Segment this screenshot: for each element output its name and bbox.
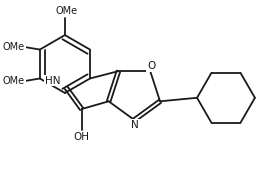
Text: N: N [131,120,139,130]
Text: OH: OH [74,132,90,142]
Text: O: O [147,61,155,71]
Text: OMe: OMe [56,6,78,16]
Text: HN: HN [45,76,60,86]
Text: OMe: OMe [3,42,25,52]
Text: OMe: OMe [3,76,25,86]
